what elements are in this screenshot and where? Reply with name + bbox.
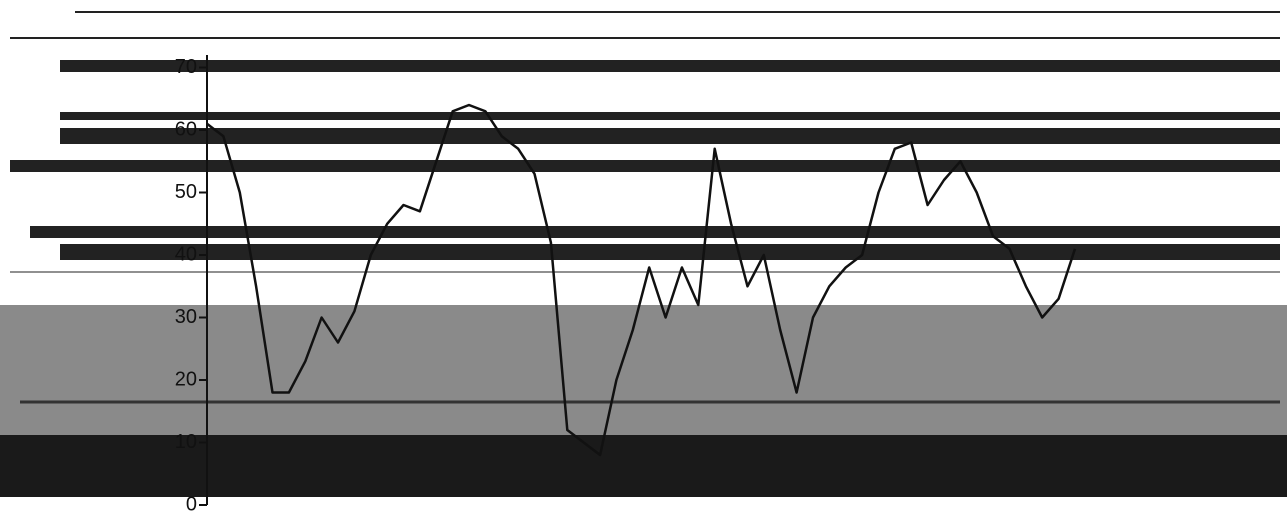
page: {"chart_data": {"type": "line", "color":… — [0, 0, 1287, 517]
glitch-stripe — [60, 128, 1280, 144]
y-tick-label: 30 — [175, 306, 197, 328]
y-tick-label: 60 — [175, 118, 197, 140]
glitch-stripe — [30, 226, 1280, 238]
glitch-stripe — [10, 160, 1280, 172]
y-tick-label: 0 — [186, 493, 197, 515]
chart: 0 10 20 30 40 50 60 70 — [0, 0, 1287, 517]
y-tick-label: 70 — [175, 56, 197, 78]
glitch-stripe — [60, 244, 1280, 260]
y-tick-label: 10 — [175, 431, 197, 453]
y-tick-label: 40 — [175, 243, 197, 265]
y-tick-label: 50 — [175, 181, 197, 203]
glitch-stripe — [60, 60, 1280, 72]
glitch-stripe — [60, 112, 1280, 120]
y-tick-label: 20 — [175, 368, 197, 390]
